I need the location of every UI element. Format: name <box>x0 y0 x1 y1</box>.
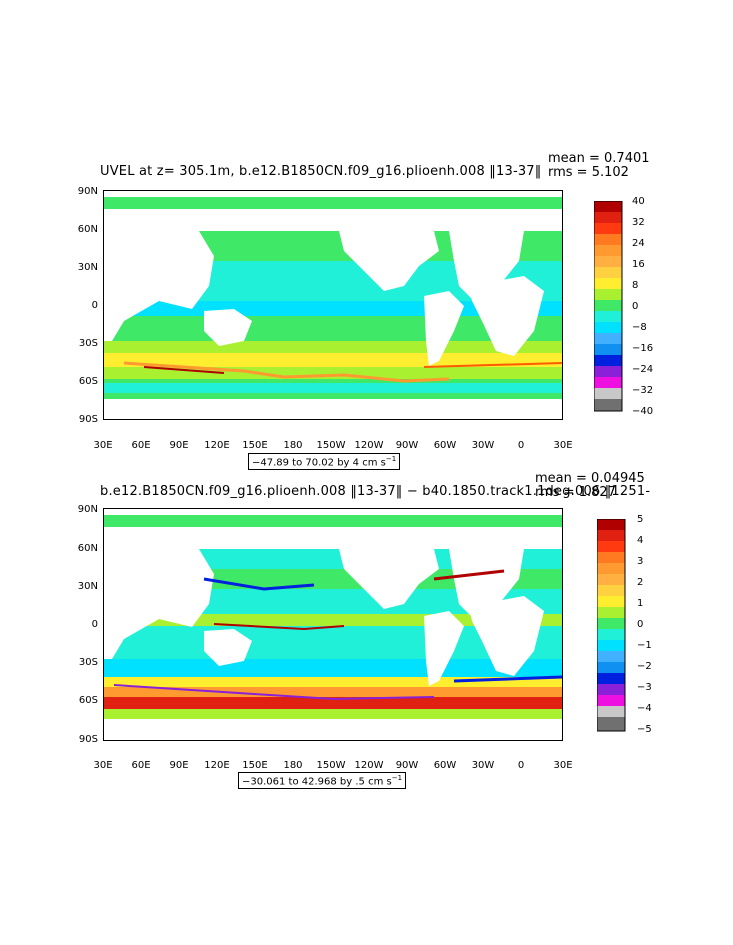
lat-label: 0 <box>91 619 98 630</box>
rms-stat: rms = 1.827 <box>535 485 616 500</box>
mean-stat: mean = 0.04945 <box>535 471 645 486</box>
lon-label: 90E <box>169 760 189 771</box>
colorbar-label: −16 <box>632 343 654 354</box>
lat-label: 60S <box>78 695 98 706</box>
ocean-field-map <box>104 509 562 740</box>
lon-label: 60W <box>433 440 457 451</box>
colorbar-label: 3 <box>637 556 644 567</box>
colorbar-label: 2 <box>637 577 644 588</box>
lon-label: 120W <box>354 440 384 451</box>
colorbar <box>594 201 623 412</box>
lon-label: 150E <box>242 440 268 451</box>
lon-label: 90W <box>395 760 419 771</box>
lon-label: 180 <box>283 440 303 451</box>
lat-label: 90S <box>78 414 98 425</box>
colorbar-label: −32 <box>632 385 654 396</box>
map-plot <box>103 190 563 420</box>
mean-stat: mean = 0.7401 <box>548 151 650 166</box>
colorbar-label: −4 <box>637 703 652 714</box>
colorbar-label: −3 <box>637 682 652 693</box>
lon-label: 120W <box>354 760 384 771</box>
colorbar-label: −40 <box>632 406 654 417</box>
lat-label: 60N <box>77 543 98 554</box>
colorbar-label: 1 <box>637 598 644 609</box>
panel-title: b.e12.B1850CN.f09_g16.plioenh.008 ‖13-37… <box>100 484 651 499</box>
lat-label: 30N <box>77 581 98 592</box>
map-plot <box>103 508 563 741</box>
lon-label: 60E <box>131 760 151 771</box>
lon-label: 0 <box>517 440 525 451</box>
lat-label: 60S <box>78 376 98 387</box>
lon-label: 120E <box>204 440 230 451</box>
lon-label: 30E <box>553 760 573 771</box>
colorbar-label: −2 <box>637 661 652 672</box>
lon-label: 90E <box>169 440 189 451</box>
lat-label: 90N <box>77 186 98 197</box>
ocean-field-map <box>104 191 562 419</box>
lon-label: 90W <box>395 440 419 451</box>
lon-label: 30E <box>553 440 573 451</box>
colorbar-label: −24 <box>632 364 654 375</box>
lon-label: 30W <box>471 440 495 451</box>
colorbar-label: −1 <box>637 640 652 651</box>
lat-label: 30N <box>77 262 98 273</box>
lat-label: 0 <box>91 300 98 311</box>
colorbar-label: 0 <box>637 619 644 630</box>
lon-label: 30W <box>471 760 495 771</box>
colorbar-label: 24 <box>632 238 645 249</box>
range-text: −30.061 to 42.968 by .5 cm s <box>242 776 392 788</box>
range-label: −30.061 to 42.968 by .5 cm s−1 <box>238 772 407 790</box>
colorbar-label: 8 <box>632 280 639 291</box>
range-label: −47.89 to 70.02 by 4 cm s−1 <box>248 453 401 471</box>
colorbar-label: 4 <box>637 535 644 546</box>
lat-label: 30S <box>78 657 98 668</box>
lon-label: 120E <box>204 760 230 771</box>
range-text: −47.89 to 70.02 by 4 cm s <box>252 457 386 469</box>
colorbar-label: 16 <box>632 259 645 270</box>
lat-label: 90N <box>77 504 98 515</box>
lon-label: 150W <box>316 760 346 771</box>
lon-label: 60W <box>433 760 457 771</box>
range-unit-exponent: −1 <box>385 455 397 463</box>
lon-label: 30E <box>93 440 113 451</box>
lat-label: 30S <box>78 338 98 349</box>
colorbar-label: 40 <box>632 196 645 207</box>
colorbar-label: 5 <box>637 514 644 525</box>
lat-label: 90S <box>78 734 98 745</box>
lon-label: 150E <box>242 760 268 771</box>
colorbar-label: 0 <box>632 301 639 312</box>
colorbar-label: 32 <box>632 217 645 228</box>
lon-label: 0 <box>517 760 525 771</box>
lon-label: 30E <box>93 760 113 771</box>
lat-label: 60N <box>77 224 98 235</box>
colorbar-label: −5 <box>637 724 652 735</box>
lon-label: 60E <box>131 440 151 451</box>
colorbar-label: −8 <box>632 322 647 333</box>
colorbar <box>597 519 626 732</box>
lon-label: 180 <box>283 760 303 771</box>
panel-title: UVEL at z= 305.1m, b.e12.B1850CN.f09_g16… <box>100 164 542 179</box>
lon-label: 150W <box>316 440 346 451</box>
rms-stat: rms = 5.102 <box>548 165 629 180</box>
range-unit-exponent: −1 <box>391 774 403 782</box>
